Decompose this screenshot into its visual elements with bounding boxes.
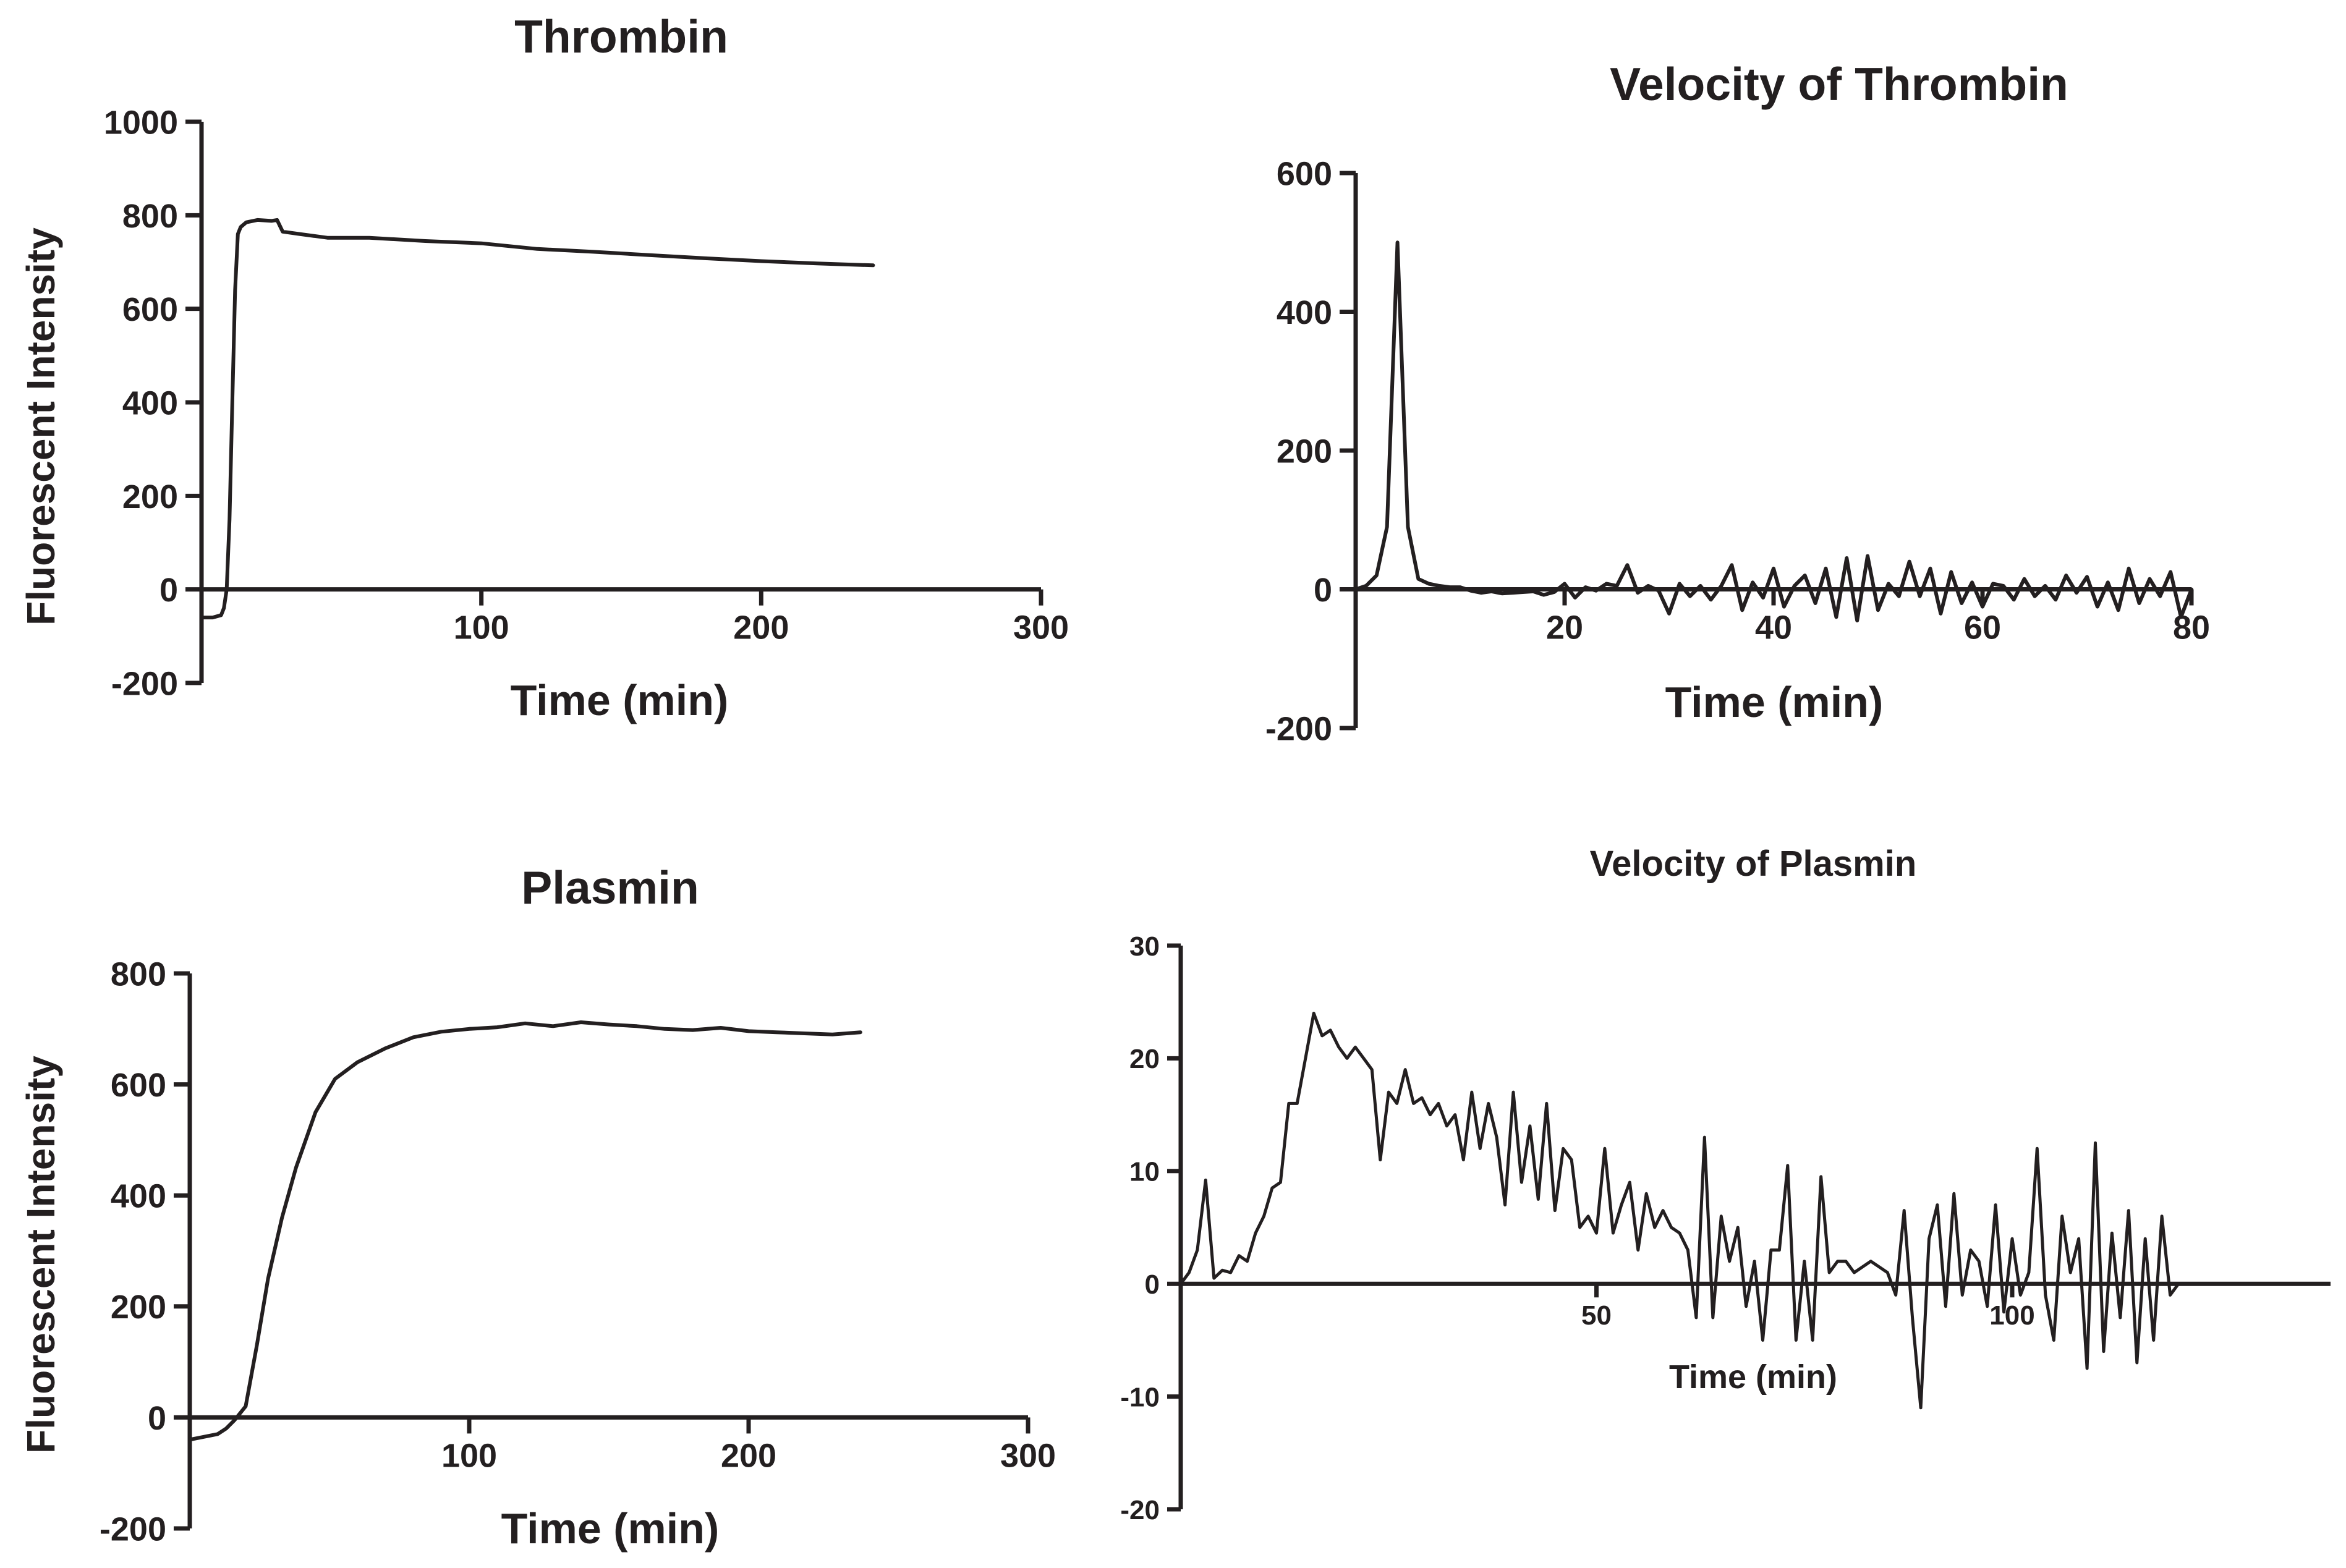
velocity-thrombin-y-tick-label: 0	[1314, 572, 1332, 609]
velocity-thrombin-title: Velocity of Thrombin	[1610, 58, 2068, 110]
velocity-plasmin-y-tick-label: 10	[1129, 1157, 1160, 1187]
thrombin-y-tick-label: 400	[122, 384, 178, 422]
plasmin-y-tick-label: -200	[100, 1511, 166, 1548]
velocity-plasmin-chart: Velocity of Plasmin Time (min) -20 -10 0 10…	[1120, 844, 2331, 1525]
thrombin-x-tick-label: 100	[454, 609, 509, 646]
velocity-plasmin-x-axis-label: Time (min)	[1669, 1358, 1837, 1396]
velocity-thrombin-x-tick-label: 20	[1546, 609, 1583, 646]
thrombin-y-tick-label: -200	[111, 665, 178, 702]
velocity-plasmin-y-tick-label: 30	[1129, 931, 1160, 962]
velocity-plasmin-y-tick-label: 0	[1145, 1269, 1160, 1300]
velocity-thrombin-y-tick-label: 600	[1277, 155, 1332, 192]
velocity-thrombin-x-tick-label: 40	[1755, 609, 1792, 646]
plasmin-y-tick-label: 800	[111, 956, 166, 993]
velocity-plasmin-x-tick-label: 50	[1581, 1300, 1612, 1331]
thrombin-y-tick-label: 200	[122, 478, 178, 515]
plasmin-series-line	[188, 1020, 862, 1442]
velocity-thrombin-y-tick-label: -200	[1265, 710, 1332, 747]
plasmin-x-tick-label: 200	[721, 1437, 776, 1474]
thrombin-title: Thrombin	[514, 11, 728, 62]
plasmin-y-tick-label: 200	[111, 1289, 166, 1326]
plasmin-y-tick-label: 600	[111, 1067, 166, 1104]
velocity-plasmin-y-tick-label: 20	[1129, 1044, 1160, 1074]
plasmin-x-tick-label: 100	[441, 1437, 497, 1474]
velocity-thrombin-y-tick-label: 400	[1277, 294, 1332, 331]
thrombin-series-line	[200, 218, 875, 620]
thrombin-x-tick-label: 300	[1013, 609, 1069, 646]
thrombin-x-tick-label: 200	[733, 609, 789, 646]
velocity-plasmin-title: Velocity of Plasmin	[1590, 844, 1917, 884]
velocity-plasmin-y-tick-label: -20	[1120, 1495, 1160, 1525]
plasmin-x-tick-label: 300	[1000, 1437, 1056, 1474]
thrombin-y-tick-label: 0	[159, 572, 178, 609]
plasmin-y-axis-label: Fluorescent Intensity	[19, 1056, 63, 1454]
thrombin-x-axis-label: Time (min)	[511, 676, 729, 724]
plasmin-y-tick-label: 0	[148, 1400, 166, 1437]
velocity-thrombin-x-tick-label: 60	[1964, 609, 2001, 646]
velocity-thrombin-series-line	[1354, 240, 2193, 622]
plasmin-title: Plasmin	[521, 862, 699, 913]
plasmin-chart: Plasmin Fluorescent Intensity Time (min)…	[19, 862, 1056, 1553]
thrombin-y-tick-label: 1000	[104, 104, 178, 141]
velocity-plasmin-y-tick-label: -10	[1120, 1382, 1160, 1412]
thrombin-y-tick-label: 600	[122, 291, 178, 328]
thrombin-y-tick-label: 800	[122, 198, 178, 235]
velocity-plasmin-x-tick-label: 100	[1989, 1300, 2034, 1331]
plasmin-y-tick-label: 400	[111, 1178, 166, 1215]
thrombin-chart: Thrombin Fluorescent Intensity Time (min…	[19, 11, 1069, 724]
velocity-plasmin-series-line	[1179, 1011, 2180, 1410]
velocity-thrombin-y-tick-label: 200	[1277, 433, 1332, 470]
plasmin-x-axis-label: Time (min)	[501, 1504, 720, 1553]
velocity-thrombin-x-tick-label: 80	[2173, 609, 2210, 646]
thrombin-y-axis-label: Fluorescent Intensity	[19, 227, 63, 625]
velocity-thrombin-chart: Velocity of Thrombin Time (min) -200 0 200…	[1265, 58, 2210, 747]
velocity-thrombin-x-axis-label: Time (min)	[1665, 678, 1884, 726]
